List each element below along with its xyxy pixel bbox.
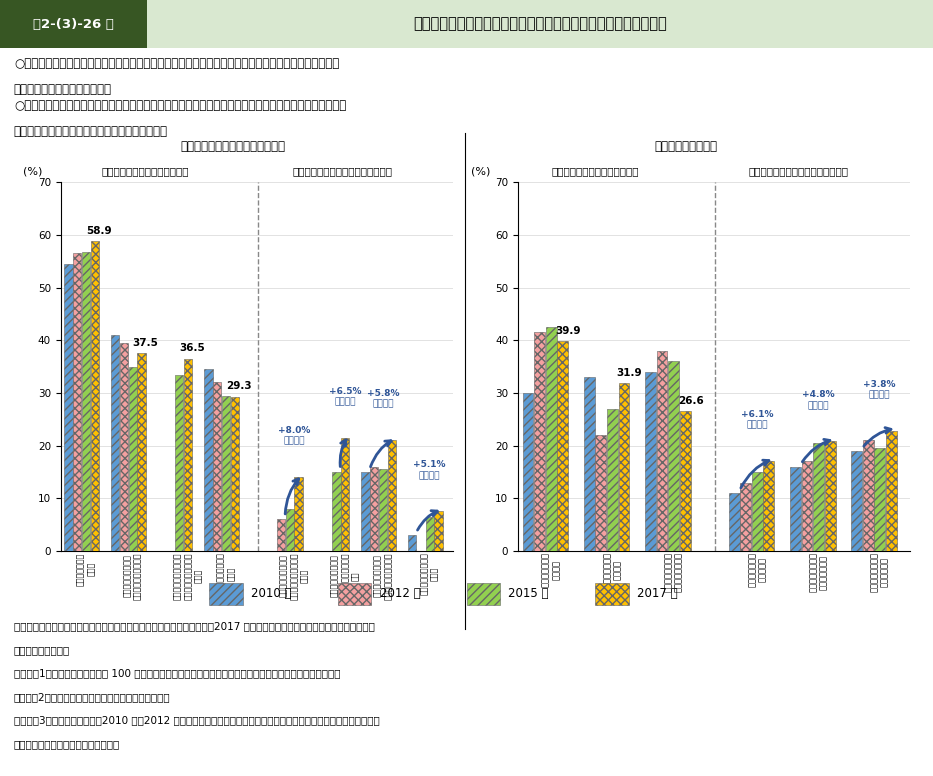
- Text: にて作成: にて作成: [14, 645, 70, 655]
- Bar: [332, 472, 341, 551]
- Bar: [338, 583, 371, 605]
- Bar: [91, 241, 99, 551]
- Bar: [813, 443, 824, 551]
- Bar: [147, 0, 933, 48]
- Text: 管理職が感じる職場の環境の変化: 管理職が感じる職場の環境の変化: [181, 140, 285, 153]
- Bar: [534, 332, 545, 551]
- Bar: [379, 469, 387, 551]
- Text: +4.8%
ポイント: +4.8% ポイント: [801, 390, 834, 410]
- Bar: [851, 451, 862, 551]
- Text: 資料出所　（学）産業能率大学「上場企業の課長に関する実態調査」（2017 年）をもとに厚生労働省労働政策担当参事官室: 資料出所 （学）産業能率大学「上場企業の課長に関する実態調査」（2017 年）を…: [14, 622, 375, 632]
- Text: 39.9: 39.9: [555, 326, 581, 335]
- Text: (%): (%): [23, 167, 43, 176]
- Text: 挙げられてることが増えている項目: 挙げられてることが増えている項目: [749, 167, 849, 176]
- Text: 58.9: 58.9: [86, 226, 112, 236]
- Text: 31.9: 31.9: [617, 368, 642, 378]
- Text: 2010 年: 2010 年: [251, 587, 291, 600]
- Bar: [790, 466, 801, 551]
- Text: 26.6: 26.6: [677, 396, 703, 406]
- Bar: [657, 351, 667, 551]
- Bar: [885, 431, 897, 551]
- Bar: [230, 397, 239, 551]
- Bar: [64, 264, 73, 551]
- Bar: [388, 441, 396, 551]
- Text: の業務量が多すぎる」が多く挙がっている。: の業務量が多すぎる」が多く挙がっている。: [14, 126, 168, 138]
- Bar: [295, 477, 302, 551]
- Bar: [435, 511, 442, 551]
- Text: +6.5%
ポイント: +6.5% ポイント: [328, 386, 361, 406]
- Text: 過去最高の水準となった。: 過去最高の水準となった。: [14, 83, 112, 96]
- Bar: [82, 252, 91, 551]
- Bar: [740, 483, 751, 551]
- Bar: [645, 372, 656, 551]
- Bar: [119, 343, 128, 551]
- Bar: [557, 341, 568, 551]
- Bar: [361, 472, 369, 551]
- Bar: [752, 472, 763, 551]
- Bar: [874, 449, 885, 551]
- Bar: [0, 0, 147, 48]
- Bar: [129, 367, 137, 551]
- Bar: [680, 411, 690, 551]
- Bar: [213, 383, 221, 551]
- Text: 37.5: 37.5: [132, 338, 159, 348]
- Text: 2）左図及び右図は、複数回答となっている。: 2）左図及び右図は、複数回答となっている。: [14, 692, 171, 702]
- Bar: [863, 441, 873, 551]
- Text: +8.0%
ポイント: +8.0% ポイント: [278, 426, 310, 445]
- Text: 多くの管理職が挙げている項目: 多くの管理職が挙げている項目: [102, 167, 188, 176]
- Text: 第2-(3)-26 図: 第2-(3)-26 図: [34, 18, 114, 30]
- Bar: [137, 354, 146, 551]
- Bar: [285, 509, 294, 551]
- Bar: [522, 393, 534, 551]
- Text: 2017 年: 2017 年: [637, 587, 678, 600]
- Text: 2012 年: 2012 年: [380, 587, 421, 600]
- Text: 多くの管理職が挙げている項目: 多くの管理職が挙げている項目: [551, 167, 639, 176]
- Bar: [607, 409, 618, 551]
- Bar: [209, 583, 243, 605]
- Text: +5.8%
ポイント: +5.8% ポイント: [367, 390, 399, 409]
- Text: +6.1%
ポイント: +6.1% ポイント: [741, 410, 773, 429]
- Bar: [801, 462, 813, 551]
- Text: (%): (%): [471, 167, 491, 176]
- Text: 29.3: 29.3: [226, 382, 252, 391]
- Text: +3.8%
ポイント: +3.8% ポイント: [863, 380, 896, 400]
- Bar: [184, 359, 192, 551]
- Bar: [668, 362, 679, 551]
- Bar: [277, 519, 285, 551]
- Text: 2015 年: 2015 年: [508, 587, 549, 600]
- Text: 管理職としての悩み: 管理職としての悩み: [654, 140, 717, 153]
- Text: 36.5: 36.5: [179, 344, 205, 354]
- Bar: [584, 377, 594, 551]
- Bar: [73, 254, 81, 551]
- Text: ○　管理職の悩みとしては、「部下がなかなか育たない」「部下の人事評価が難しい」「職場の又は自分: ○ 管理職の悩みとしては、「部下がなかなか育たない」「部下の人事評価が難しい」「…: [14, 99, 346, 113]
- Bar: [111, 335, 119, 551]
- Bar: [619, 383, 630, 551]
- Bar: [546, 327, 557, 551]
- Text: 管理職が感じる職場の環境の変化や管理職としての悩みについて: 管理職が感じる職場の環境の変化や管理職としての悩みについて: [413, 16, 667, 32]
- Bar: [175, 375, 184, 551]
- Bar: [763, 461, 774, 551]
- Text: +5.1%
ポイント: +5.1% ポイント: [413, 460, 446, 480]
- Bar: [425, 517, 434, 551]
- Bar: [729, 493, 740, 551]
- Bar: [595, 435, 606, 551]
- Bar: [595, 583, 629, 605]
- Bar: [370, 466, 379, 551]
- Text: がなかったものである。: がなかったものである。: [14, 739, 120, 749]
- Text: 3）左図については、2010 年・2012 年のデータが表示されていないものは、当時の調査において当該回答項目: 3）左図については、2010 年・2012 年のデータが表示されていないものは、…: [14, 715, 380, 726]
- Text: 挙げられてることが増えている項目: 挙げられてることが増えている項目: [292, 167, 392, 176]
- Text: ○　職場環境の変化としては、「業務量が増加している」が最も多く挙げられており、調査開始以来、: ○ 職場環境の変化としては、「業務量が増加している」が最も多く挙げられており、調…: [14, 57, 340, 70]
- Bar: [222, 396, 230, 551]
- Bar: [466, 583, 500, 605]
- Bar: [408, 535, 416, 551]
- Bar: [204, 369, 213, 551]
- Bar: [825, 442, 836, 551]
- Bar: [341, 438, 349, 551]
- Text: （注）　1）本調査は、従業員数 100 人以上の上場企業に勤務し、部下を１人以上持つ課長を対象としている。: （注） 1）本調査は、従業員数 100 人以上の上場企業に勤務し、部下を１人以上…: [14, 668, 341, 678]
